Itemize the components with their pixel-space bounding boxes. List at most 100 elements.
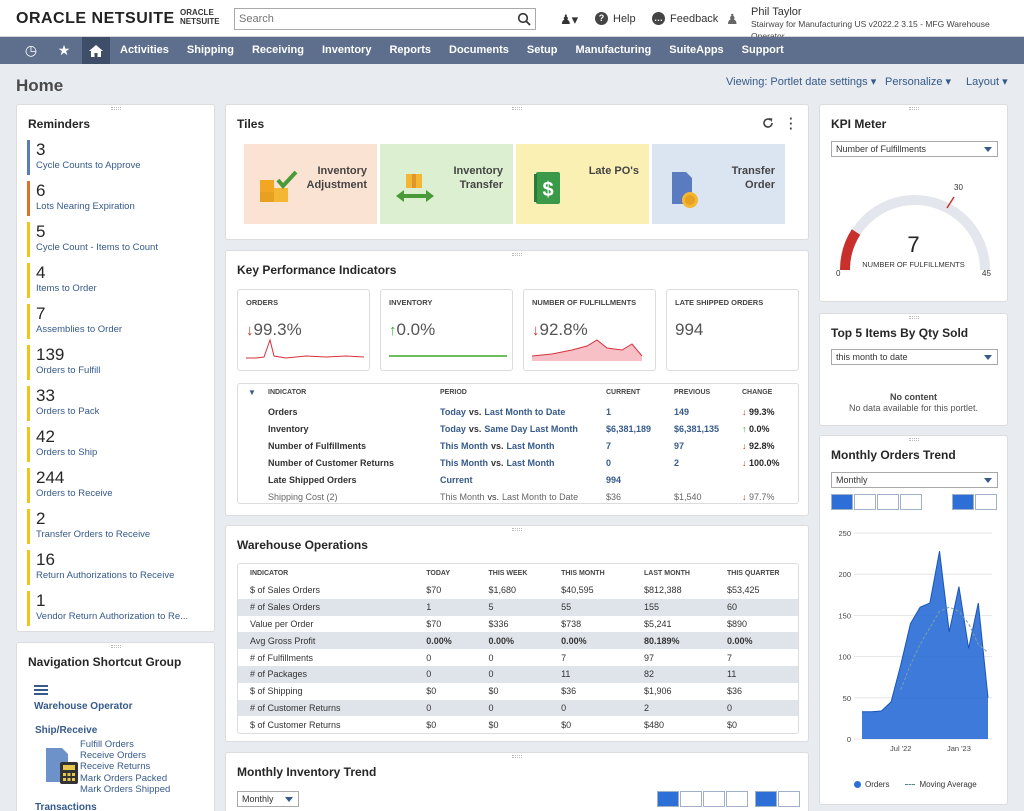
layout-menu[interactable]: Layout ▾ (966, 76, 1008, 88)
kpi-box[interactable]: NUMBER OF FULFILLMENTS ↓92.8% (523, 289, 656, 371)
reminder-item[interactable]: 244 Orders to Receive (27, 468, 201, 503)
nav-reports[interactable]: Reports (389, 44, 432, 56)
kpi-previous[interactable]: 2 (674, 457, 680, 468)
global-search[interactable] (234, 8, 536, 30)
nav-suiteapps[interactable]: SuiteApps (669, 44, 724, 56)
personalize-menu[interactable]: Personalize ▾ (885, 76, 952, 88)
drag-handle[interactable] (512, 107, 522, 110)
nav-inventory[interactable]: Inventory (321, 44, 372, 56)
help-link[interactable]: ? Help (595, 12, 636, 25)
reminder-item[interactable]: 42 Orders to Ship (27, 427, 201, 462)
netsuite-logo[interactable]: ORACLE NETSUITE (16, 10, 175, 27)
kpi-previous[interactable] (674, 471, 742, 488)
shortcut-receive-orders[interactable]: Receive Orders (80, 750, 146, 762)
shortcut-group-name[interactable]: Warehouse Operator (34, 701, 133, 712)
moving-average-on-button[interactable] (952, 494, 974, 510)
period-current[interactable]: This Month (440, 440, 488, 451)
period-previous[interactable]: Same Day Last Month (484, 423, 578, 434)
reminder-label[interactable]: Lots Nearing Expiration (36, 201, 135, 212)
moving-average-off-button[interactable] (778, 791, 800, 807)
drag-handle[interactable] (512, 528, 522, 531)
reminder-item[interactable]: 139 Orders to Fulfill (27, 345, 201, 380)
home-icon[interactable] (82, 37, 110, 64)
area-chart-button[interactable] (831, 494, 853, 510)
inventory-period-select[interactable]: Monthly (237, 791, 299, 807)
kpi-box[interactable]: INVENTORY ↑0.0% (380, 289, 513, 371)
reminder-item[interactable]: 33 Orders to Pack (27, 386, 201, 421)
nav-manufacturing[interactable]: Manufacturing (575, 44, 652, 56)
drag-handle[interactable] (908, 438, 919, 441)
viewing-portlet-settings[interactable]: Viewing: Portlet date settings ▾ (726, 76, 877, 88)
reminder-label[interactable]: Transfer Orders to Receive (36, 529, 151, 540)
drag-handle[interactable] (512, 755, 522, 758)
recent-records-menu[interactable]: ♟▾ (560, 12, 578, 28)
reminder-label[interactable]: Vendor Return Authorization to Re... (36, 611, 189, 622)
hbar-chart-button[interactable] (877, 494, 899, 510)
reminder-item[interactable]: 1 Vendor Return Authorization to Re... (27, 591, 201, 626)
search-input[interactable] (235, 9, 505, 29)
period-previous[interactable]: Last Month (506, 457, 555, 468)
kpi-current[interactable]: $6,381,189 (606, 423, 652, 434)
nav-receiving[interactable]: Receiving (251, 44, 304, 56)
period-current[interactable]: This Month (440, 491, 485, 502)
period-current[interactable]: Today (440, 406, 466, 417)
nav-documents[interactable]: Documents (449, 44, 509, 56)
kpi-current[interactable]: 1 (606, 406, 612, 417)
reminder-label[interactable]: Cycle Count - Items to Count (36, 242, 158, 253)
shortcuts-star-icon[interactable]: ★ (57, 42, 71, 58)
shortcut-receive-returns[interactable]: Receive Returns (80, 761, 151, 773)
hbar-chart-button[interactable] (703, 791, 725, 807)
reminder-item[interactable]: 5 Cycle Count - Items to Count (27, 222, 201, 257)
line-chart-button[interactable] (854, 494, 876, 510)
reminder-item[interactable]: 16 Return Authorizations to Receive (27, 550, 201, 585)
reminder-label[interactable]: Orders to Pack (36, 406, 100, 417)
feedback-link[interactable]: … Feedback (652, 12, 719, 25)
reminder-label[interactable]: Return Authorizations to Receive (36, 570, 175, 581)
drag-handle[interactable] (110, 107, 121, 110)
period-current[interactable]: This Month (440, 457, 488, 468)
shortcut-mark-packed[interactable]: Mark Orders Packed (80, 772, 168, 784)
drag-handle[interactable] (512, 253, 522, 256)
moving-average-on-button[interactable] (755, 791, 777, 807)
search-icon[interactable] (517, 12, 531, 26)
refresh-icon[interactable] (762, 117, 774, 129)
reminder-item[interactable]: 6 Lots Nearing Expiration (27, 181, 201, 216)
reminder-label[interactable]: Orders to Receive (36, 488, 113, 499)
more-options-icon[interactable]: · · · (789, 111, 794, 136)
user-menu[interactable]: Phil Taylor Stairway for Manufacturing U… (751, 6, 1024, 42)
kpi-box[interactable]: ORDERS ↓99.3% (237, 289, 370, 371)
kpi-previous[interactable]: 97 (674, 440, 685, 451)
orders-period-select[interactable]: Monthly (831, 472, 998, 488)
kpi-box[interactable]: LATE SHIPPED ORDERS 994 (666, 289, 799, 371)
kpi-previous[interactable]: 149 (674, 406, 690, 417)
reminder-item[interactable]: 3 Cycle Counts to Approve (27, 140, 201, 175)
kpi-current[interactable]: 7 (606, 440, 612, 451)
drag-handle[interactable] (908, 107, 919, 110)
reminder-item[interactable]: 7 Assemblies to Order (27, 304, 201, 339)
top5-period-select[interactable]: this month to date (831, 349, 998, 365)
hamburger-icon[interactable] (34, 685, 48, 695)
drag-handle[interactable] (110, 645, 121, 648)
period-previous[interactable]: Last Month (506, 440, 555, 451)
tile-transfer-order[interactable]: Transfer Order (652, 144, 785, 224)
kpi-meter-select[interactable]: Number of Fulfillments (831, 141, 998, 157)
recent-records-icon[interactable]: ◷ (24, 42, 38, 58)
reminder-label[interactable]: Orders to Fulfill (36, 365, 101, 376)
period-current[interactable]: Today (440, 423, 466, 434)
moving-average-off-button[interactable] (975, 494, 997, 510)
shortcut-mark-shipped[interactable]: Mark Orders Shipped (80, 783, 171, 795)
column-chart-button[interactable] (726, 791, 748, 807)
kpi-current[interactable]: $36 (606, 491, 622, 502)
kpi-current[interactable]: 994 (606, 474, 622, 485)
kpi-previous[interactable]: $6,381,135 (674, 423, 720, 434)
period-previous[interactable]: Last Month to Date (484, 406, 566, 417)
reminder-label[interactable]: Orders to Ship (36, 447, 98, 458)
nav-setup[interactable]: Setup (526, 44, 558, 56)
period-previous[interactable]: Last Month to Date (502, 491, 579, 502)
chevron-down-icon[interactable]: ▼ (248, 388, 256, 397)
reminder-item[interactable]: 4 Items to Order (27, 263, 201, 298)
drag-handle[interactable] (908, 316, 919, 319)
column-chart-button[interactable] (900, 494, 922, 510)
nav-activities[interactable]: Activities (120, 44, 169, 56)
reminder-label[interactable]: Assemblies to Order (36, 324, 123, 335)
